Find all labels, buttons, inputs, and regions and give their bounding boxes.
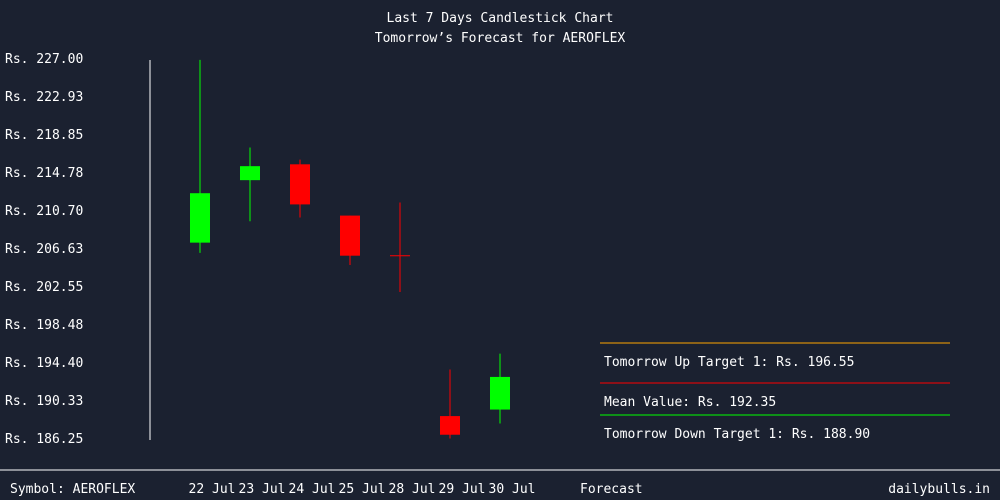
mean-label: Mean Value: Rs. 192.35 bbox=[604, 395, 776, 410]
x-tick-label: 25 Jul bbox=[339, 482, 386, 497]
candles bbox=[190, 59, 510, 439]
candle-body bbox=[290, 164, 310, 205]
chart-title: Last 7 Days Candlestick Chart bbox=[387, 11, 614, 26]
candle bbox=[190, 59, 210, 253]
candle bbox=[290, 159, 310, 218]
y-tick-label: Rs. 202.55 bbox=[5, 280, 83, 295]
candle bbox=[240, 147, 260, 222]
y-tick-label: Rs. 186.25 bbox=[5, 432, 83, 447]
x-tick-label: 22 Jul bbox=[189, 482, 236, 497]
y-tick-label: Rs. 194.40 bbox=[5, 356, 83, 371]
candle-body bbox=[240, 166, 260, 181]
x-tick-label: 29 Jul bbox=[439, 482, 486, 497]
y-tick-label: Rs. 198.48 bbox=[5, 318, 83, 333]
x-tick-label: 30 Jul bbox=[489, 482, 536, 497]
symbol-label: Symbol: AEROFLEX bbox=[10, 482, 135, 497]
x-tick-label: 24 Jul bbox=[289, 482, 336, 497]
brand-label: dailybulls.in bbox=[888, 482, 990, 497]
y-tick-label: Rs. 206.63 bbox=[5, 242, 83, 257]
y-tick-label: Rs. 214.78 bbox=[5, 166, 83, 181]
x-axis-ticks: 22 Jul 23 Jul 24 Jul 25 Jul 28 Jul 29 Jul 30 J… bbox=[189, 482, 536, 497]
y-tick-label: Rs. 210.70 bbox=[5, 204, 83, 219]
y-tick-label: Rs. 222.93 bbox=[5, 90, 83, 105]
y-tick-label: Rs. 190.33 bbox=[5, 394, 83, 409]
candle-body bbox=[190, 193, 210, 243]
candle-body bbox=[440, 416, 460, 435]
candle-body bbox=[340, 215, 360, 256]
chart-subtitle: Tomorrow’s Forecast for AEROFLEX bbox=[375, 31, 626, 46]
candle-body bbox=[490, 376, 510, 410]
forecast-label: Forecast bbox=[580, 482, 643, 497]
x-tick-label: 23 Jul bbox=[239, 482, 286, 497]
candle bbox=[440, 369, 460, 439]
y-tick-label: Rs. 227.00 bbox=[5, 52, 83, 67]
y-tick-label: Rs. 218.85 bbox=[5, 128, 83, 143]
up-target-label: Tomorrow Up Target 1: Rs. 196.55 bbox=[604, 355, 854, 370]
candle bbox=[390, 202, 410, 293]
candle bbox=[340, 215, 360, 266]
x-tick-label: 28 Jul bbox=[389, 482, 436, 497]
forecast-panel: Tomorrow Up Target 1: Rs. 196.55 Mean Va… bbox=[600, 342, 950, 442]
down-target-label: Tomorrow Down Target 1: Rs. 188.90 bbox=[604, 427, 870, 442]
candle bbox=[490, 353, 510, 424]
y-axis-ticks: Rs. 227.00 Rs. 222.93 Rs. 218.85 Rs. 214.78… bbox=[5, 52, 83, 447]
